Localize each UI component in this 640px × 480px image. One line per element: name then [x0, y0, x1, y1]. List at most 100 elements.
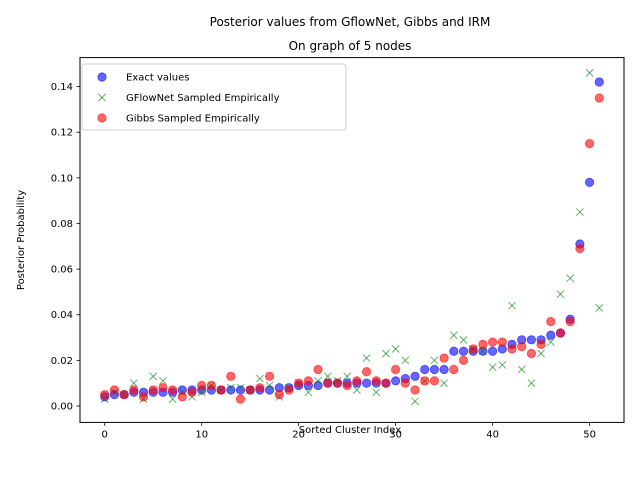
data-point [429, 364, 440, 375]
legend-label: Gibbs Sampled Empirically [126, 114, 260, 125]
data-point [197, 380, 207, 391]
data-point [197, 388, 206, 397]
data-point [391, 364, 401, 375]
data-point [537, 349, 546, 358]
data-point [332, 378, 343, 388]
data-point [138, 392, 149, 402]
data-point [449, 346, 459, 356]
data-point [343, 372, 352, 381]
x-tick-label: 30 [389, 429, 402, 440]
data-point [536, 339, 546, 349]
data-point [478, 339, 488, 349]
data-point [488, 337, 498, 347]
data-point [381, 349, 390, 358]
data-point [361, 367, 372, 377]
data-point [168, 395, 177, 404]
data-point [507, 344, 517, 354]
data-point [517, 342, 527, 352]
y-tick-label: 0.10 [51, 173, 73, 184]
data-point [206, 380, 216, 391]
data-point [526, 335, 536, 345]
data-point [517, 365, 526, 374]
data-point [459, 335, 468, 344]
data-point [498, 360, 507, 369]
data-point [575, 208, 584, 217]
data-point [420, 364, 430, 375]
data-point [555, 328, 566, 338]
data-point [362, 354, 371, 363]
data-point [411, 397, 419, 406]
data-point [420, 376, 430, 386]
chart-title: Posterior values from GflowNet, Gibbs an… [210, 15, 491, 29]
data-point [401, 356, 410, 365]
data-point [488, 346, 498, 356]
data-point [556, 290, 565, 299]
data-point [410, 371, 420, 381]
chart-subtitle: On graph of 5 nodes [289, 39, 412, 53]
data-point [129, 385, 139, 395]
data-point [449, 331, 458, 340]
legend-entry: Exact values [97, 72, 190, 84]
data-point [594, 77, 604, 87]
data-point [391, 376, 401, 386]
data-point [440, 379, 449, 388]
data-point [400, 378, 410, 388]
data-point [226, 371, 236, 381]
data-point [458, 346, 469, 356]
data-point [304, 388, 313, 397]
series-layer [100, 68, 604, 406]
legend-marker [97, 72, 107, 82]
data-point [323, 372, 332, 381]
legend-marker [97, 113, 107, 123]
data-point [255, 374, 264, 383]
data-point [361, 378, 372, 388]
data-point [149, 372, 158, 381]
data-point [372, 388, 381, 397]
y-tick-label: 0.06 [51, 265, 73, 276]
legend-marker [98, 93, 106, 102]
data-point [381, 378, 391, 388]
data-point [323, 378, 333, 388]
x-tick-label: 50 [583, 429, 596, 440]
data-point [342, 380, 352, 391]
x-tick-label: 20 [292, 429, 305, 440]
data-point [429, 376, 440, 386]
data-point [264, 385, 275, 395]
data-point [313, 380, 323, 391]
data-point [226, 385, 236, 395]
data-point [565, 316, 575, 327]
data-point [584, 177, 595, 187]
data-point [546, 316, 556, 327]
data-point [235, 385, 246, 395]
data-point [430, 356, 439, 365]
data-point [478, 347, 487, 356]
legend-entry: GFlowNet Sampled Empirically [98, 93, 280, 104]
y-tick-label: 0.00 [51, 401, 73, 412]
data-point [255, 383, 265, 393]
data-point [439, 364, 449, 375]
data-point [488, 363, 497, 372]
x-tick-label: 0 [102, 429, 108, 440]
legend-entry: Gibbs Sampled Empirically [97, 113, 260, 125]
data-point [236, 383, 245, 392]
data-point [303, 376, 313, 386]
data-point [371, 376, 381, 386]
data-point [458, 355, 469, 365]
data-point [468, 344, 478, 354]
data-point [245, 385, 255, 395]
data-point [584, 139, 595, 149]
data-point [129, 379, 138, 388]
y-tick-label: 0.12 [51, 128, 73, 139]
legend-label: Exact values [126, 73, 190, 84]
data-point [158, 383, 168, 393]
data-point [226, 383, 235, 392]
data-point [313, 364, 323, 375]
legend-box [81, 63, 347, 131]
data-point [284, 385, 294, 395]
data-point [585, 68, 594, 77]
y-tick-label: 0.02 [51, 356, 73, 367]
data-point [352, 376, 362, 386]
data-point [274, 389, 284, 400]
